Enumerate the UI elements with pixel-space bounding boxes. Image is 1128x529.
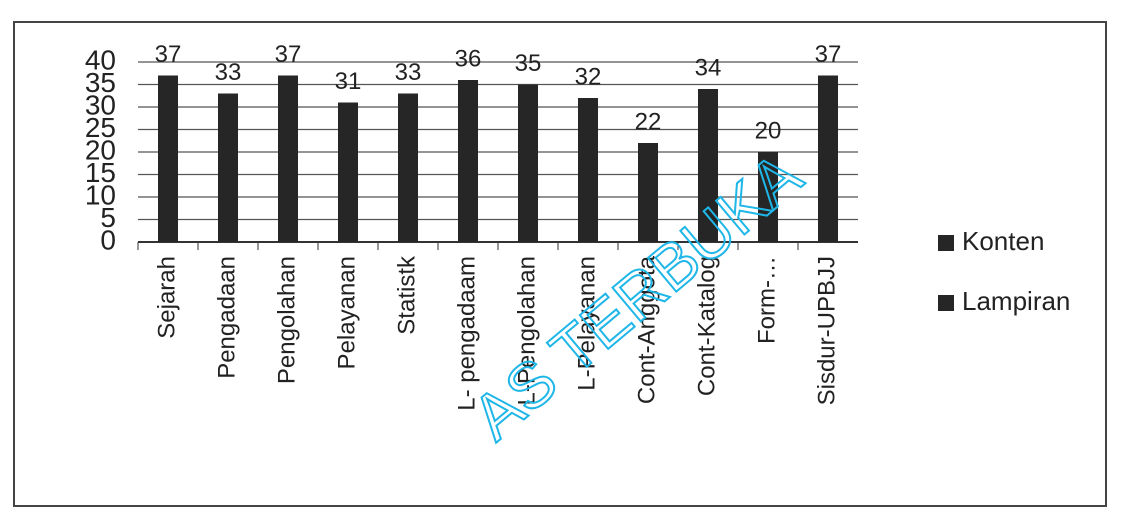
- x-tick-label: L- pengadaam: [453, 256, 480, 411]
- x-tick-label: Statistk: [393, 255, 420, 335]
- bar: [698, 89, 718, 242]
- legend-label: Lampiran: [962, 286, 1070, 316]
- bar: [638, 143, 658, 242]
- bar: [458, 80, 478, 242]
- chart-frame: [13, 21, 1107, 507]
- bar: [758, 152, 778, 242]
- x-tick-label: Sejarah: [153, 256, 180, 339]
- y-tick-label: 40: [85, 44, 116, 75]
- y-tick-label: 35: [85, 67, 116, 98]
- value-label: 34: [695, 54, 722, 81]
- x-tick-label: Form-…: [753, 256, 780, 344]
- y-tick-label: 25: [85, 112, 116, 143]
- x-tick-label: Cont-Anggota: [633, 255, 660, 404]
- y-tick-label: 5: [100, 202, 116, 233]
- value-label: 33: [215, 59, 242, 86]
- value-label: 36: [455, 45, 482, 72]
- bar: [158, 75, 178, 242]
- value-label: 22: [635, 108, 662, 135]
- x-tick-label: Sisdur-UPBJJ: [813, 256, 840, 405]
- bar: [398, 93, 418, 242]
- y-tick-label: 15: [85, 157, 116, 188]
- value-label: 20: [755, 117, 782, 144]
- bar: [578, 98, 598, 242]
- legend-swatch: [938, 235, 954, 251]
- value-label: 32: [575, 63, 602, 90]
- value-label: 37: [155, 41, 182, 68]
- y-tick-label: 0: [100, 224, 116, 255]
- x-tick-label: Pengolahan: [273, 256, 300, 384]
- legend-swatch: [938, 295, 954, 311]
- y-tick-label: 30: [85, 89, 116, 120]
- value-label: 37: [815, 41, 842, 68]
- x-tick-label: Pengadaan: [213, 256, 240, 379]
- bar: [218, 93, 238, 242]
- bar: [518, 84, 538, 242]
- value-label: 31: [335, 68, 362, 95]
- y-tick-label: 10: [85, 179, 116, 210]
- value-label: 35: [515, 50, 542, 77]
- value-label: 37: [275, 41, 302, 68]
- x-tick-label: L-Pelayanan: [573, 256, 600, 391]
- bar: [278, 75, 298, 242]
- y-tick-label: 20: [85, 134, 116, 165]
- bar: [818, 75, 838, 242]
- value-label: 33: [395, 59, 422, 86]
- bar: [338, 102, 358, 242]
- x-tick-label: Pelayanan: [333, 256, 360, 369]
- x-tick-label: Cont-Katalog: [693, 256, 720, 396]
- legend-label: Konten: [962, 226, 1044, 256]
- x-tick-label: L-Pengolahan: [513, 256, 540, 405]
